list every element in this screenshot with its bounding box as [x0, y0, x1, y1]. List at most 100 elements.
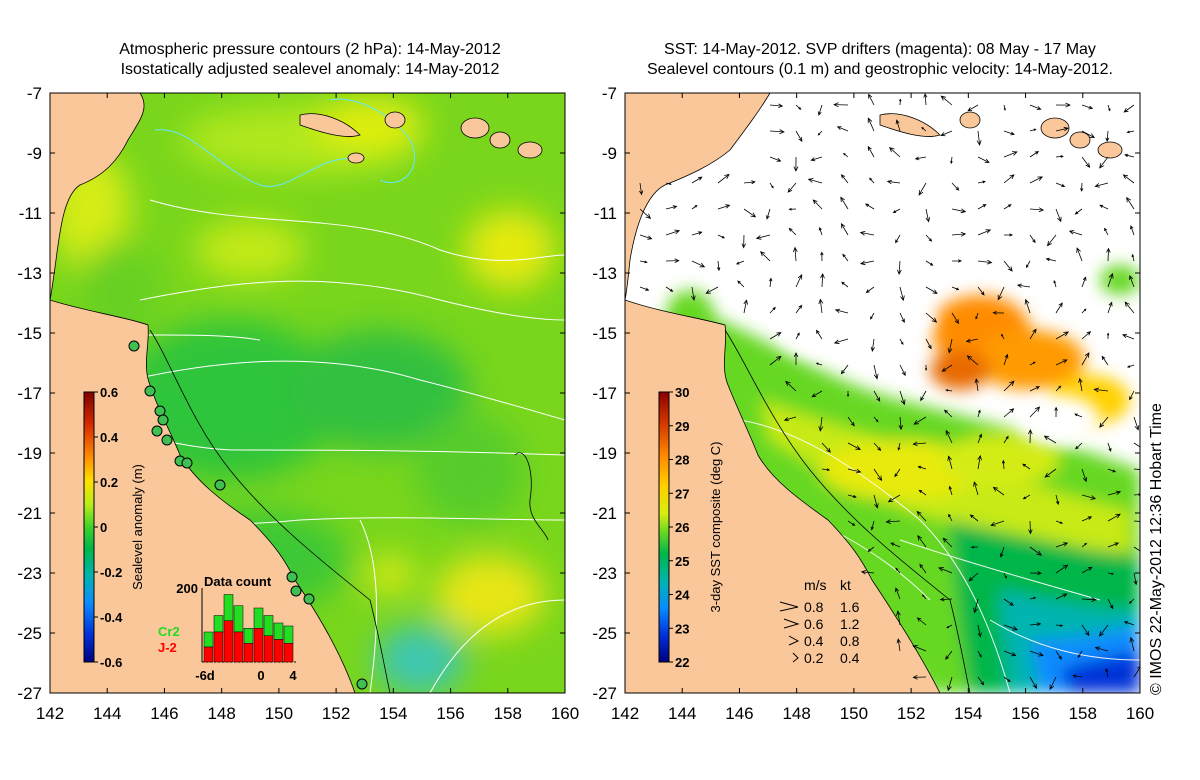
velocity-arrow — [970, 545, 979, 549]
left-map-lon-tick-label: 158 — [494, 704, 522, 723]
right-map-lat-tick-label: -19 — [592, 444, 617, 463]
velocity-arrow — [945, 429, 953, 444]
velocity-arrow — [899, 390, 906, 406]
velocity-arrow — [1003, 204, 1012, 210]
j2-count-bar — [253, 628, 264, 663]
velocity-arrow — [951, 259, 963, 263]
velocity-legend: m/s kt 0.8 1.60.6 1.20.4 0.80.2 0.4 — [779, 577, 860, 666]
left-map-lon-tick-label: 146 — [150, 704, 178, 723]
cr2-count-bar — [233, 605, 244, 633]
velocity-arrow — [847, 442, 862, 450]
cr2-count-bar — [223, 594, 234, 621]
legend-cr2: Cr2 — [158, 624, 180, 639]
velocity-arrow — [820, 251, 824, 262]
velocity-arrow — [1080, 182, 1084, 192]
velocity-arrow — [1003, 676, 1011, 683]
velocity-arrow — [889, 146, 901, 158]
data-count-y-tick: 200 — [176, 581, 198, 596]
sla-colorbar-ticks: 0.6 0.4 0.2 0 -0.2 -0.4 -0.6 — [94, 385, 123, 670]
geostrophic-velocity-arrows — [639, 93, 1140, 692]
velocity-arrow — [1107, 468, 1117, 473]
velocity-arrow — [1055, 155, 1064, 158]
data-count-x-tick-end: 4 — [289, 668, 297, 683]
velocity-arrow — [1074, 413, 1083, 418]
velocity-arrow — [1130, 225, 1135, 236]
sst-colorbar-tick-label: 28 — [675, 453, 689, 468]
velocity-arrow — [1055, 359, 1068, 366]
velocity-arrow — [769, 306, 776, 314]
velocity-arrow — [1106, 332, 1110, 340]
velocity-arrow — [1081, 542, 1088, 548]
velocity-arrow — [1003, 260, 1013, 272]
velocity-arrow — [1094, 646, 1109, 652]
left-map-lat-tick-label: -25 — [17, 624, 42, 643]
velocity-arrow — [795, 304, 803, 314]
velocity-arrow — [899, 98, 902, 106]
right-map-lat-tick-label: -13 — [592, 264, 617, 283]
velocity-arrow — [869, 177, 875, 184]
left-map-lon-tick-label: 152 — [322, 704, 350, 723]
velocity-arrow — [923, 93, 928, 106]
velocity-arrow — [860, 570, 875, 575]
velocity-arrow — [1107, 542, 1120, 548]
velocity-arrow — [1081, 597, 1097, 602]
velocity-arrow — [1003, 174, 1015, 184]
velocity-legend-header-ms: m/s — [804, 577, 827, 593]
velocity-arrow — [977, 454, 982, 470]
islands-right — [879, 111, 1123, 159]
velocity-arrow — [665, 182, 672, 185]
velocity-arrow — [917, 535, 927, 548]
cr2-count-bar — [253, 607, 264, 629]
right-map-lon-tick-label: 158 — [1069, 704, 1097, 723]
velocity-arrow — [1129, 275, 1135, 288]
sla-colorbar-ramp — [83, 391, 95, 663]
velocity-arrow — [947, 676, 953, 692]
velocity-arrow — [1055, 564, 1069, 574]
velocity-arrow — [945, 389, 953, 392]
velocity-arrow — [1129, 636, 1135, 652]
new-guinea-land-right — [625, 93, 771, 301]
velocity-arrow — [691, 260, 706, 268]
velocity-arrow — [1055, 624, 1064, 627]
velocity-arrow — [898, 416, 903, 431]
velocity-arrow — [1068, 230, 1083, 236]
right-map-lat-tick-label: -9 — [602, 144, 617, 163]
velocity-arrow — [817, 104, 823, 116]
velocity-arrow — [818, 298, 824, 314]
velocity-arrow — [1128, 598, 1135, 604]
velocity-arrow — [919, 563, 927, 574]
velocity-arrow — [743, 180, 756, 185]
velocity-arrow — [873, 364, 879, 380]
j2-count-bar — [273, 639, 284, 663]
velocity-arrow — [1081, 331, 1092, 340]
velocity-arrow — [1081, 352, 1090, 366]
left-map-lon-tick-label: 148 — [207, 704, 235, 723]
velocity-arrow — [1044, 468, 1057, 478]
right-title-line-2: Sealevel contours (0.1 m) and geostrophi… — [646, 61, 1113, 78]
velocity-arrow — [1122, 174, 1135, 184]
right-title-line-1: SST: 14-May-2012. SVP drifters (magenta)… — [664, 41, 1096, 58]
right-map-lat-tick-label: -11 — [594, 204, 617, 223]
velocity-arrow — [917, 465, 927, 470]
velocity-arrow — [1053, 279, 1057, 288]
velocity-arrow — [691, 286, 696, 301]
velocity-arrow — [999, 546, 1005, 558]
velocity-arrow — [925, 260, 934, 266]
velocity-arrow — [897, 442, 901, 451]
sst-colorbar-label: 3-day SST composite (deg C) — [708, 442, 723, 613]
new-guinea-land — [50, 93, 145, 301]
velocity-arrow — [795, 273, 803, 288]
velocity-arrow — [945, 650, 953, 660]
velocity-arrow — [840, 174, 849, 184]
right-map — [624, 92, 1141, 694]
velocity-arrow — [795, 332, 800, 340]
velocity-arrow — [1024, 298, 1031, 314]
left-map-lon-tick-label: 142 — [36, 704, 64, 723]
sla-colorbar-tick-label: 0.6 — [100, 385, 118, 400]
left-map-lat-tick-label: -15 — [17, 324, 42, 343]
right-map-lon-tick-label: 146 — [725, 704, 753, 723]
velocity-arrow — [766, 208, 771, 220]
velocity-arrow — [795, 104, 802, 110]
velocity-arrow — [639, 182, 644, 196]
